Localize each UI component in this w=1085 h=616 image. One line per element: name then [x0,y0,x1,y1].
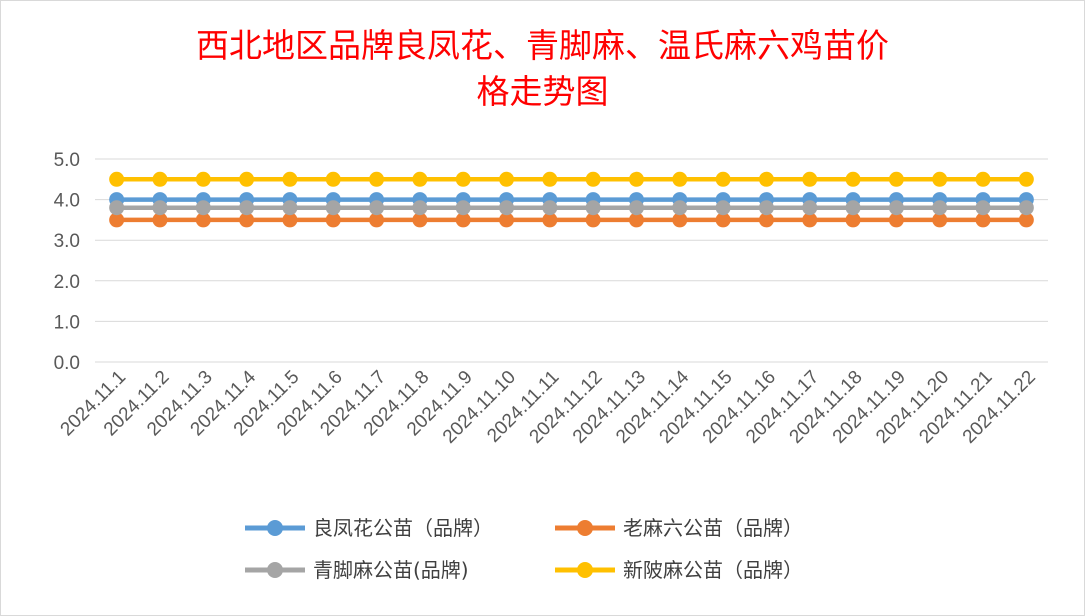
data-point [932,200,948,216]
data-point [758,200,774,216]
data-point [585,212,601,228]
data-point [412,171,428,187]
data-point [758,212,774,228]
data-point [325,200,341,216]
data-point [845,200,861,216]
data-point [152,212,168,228]
legend-entry: 青脚麻公苗(品牌) [245,558,469,582]
data-point [542,171,558,187]
data-point [152,171,168,187]
data-point [585,171,601,187]
data-point [109,171,125,187]
data-point [282,171,298,187]
data-point [1018,171,1034,187]
y-tick-label: 5.0 [54,150,80,171]
data-point [369,212,385,228]
data-point [499,171,515,187]
data-point [325,171,341,187]
series-2 [109,200,1034,216]
data-point [628,212,644,228]
data-point [109,212,125,228]
data-point [672,171,688,187]
y-tick-label: 1.0 [54,312,80,333]
data-point [672,212,688,228]
legend-marker [577,562,593,578]
legend-entry: 新陂麻公苗（品牌） [555,558,803,582]
data-point [802,212,818,228]
data-point [715,200,731,216]
data-point [628,171,644,187]
data-point [239,212,255,228]
data-point [975,200,991,216]
legend-label: 青脚麻公苗(品牌) [313,558,469,582]
data-point [672,200,688,216]
data-point [888,200,904,216]
data-point [542,200,558,216]
data-point [455,212,471,228]
data-point [715,171,731,187]
legend-marker [267,562,283,578]
data-point [802,200,818,216]
gridlines [95,158,1048,363]
data-point [455,171,471,187]
series-3 [109,171,1034,187]
data-point [1018,212,1034,228]
data-point [412,212,428,228]
data-point [888,212,904,228]
plot-area [109,171,1034,228]
data-point [195,212,211,228]
legend-entry: 老麻六公苗（品牌） [555,516,803,540]
data-point [282,200,298,216]
data-point [152,200,168,216]
series-1 [109,212,1034,228]
data-point [195,171,211,187]
y-tick-label: 0.0 [54,353,80,374]
data-point [845,171,861,187]
data-point [585,200,601,216]
data-point [369,171,385,187]
data-point [455,200,471,216]
data-point [499,212,515,228]
data-point [369,200,385,216]
data-point [325,212,341,228]
data-point [932,212,948,228]
data-point [239,200,255,216]
data-point [802,171,818,187]
legend-entry: 良凤花公苗（品牌） [245,516,493,540]
legend-marker [577,520,593,536]
legend-label: 良凤花公苗（品牌） [313,516,493,540]
chart-title-line2: 格走势图 [476,72,609,111]
data-point [628,200,644,216]
legend: 良凤花公苗（品牌） 老麻六公苗（品牌） 青脚麻公苗(品牌) 新陂麻公苗（品牌） [245,516,803,582]
data-point [412,200,428,216]
data-point [888,171,904,187]
data-point [499,200,515,216]
data-point [845,212,861,228]
data-point [542,212,558,228]
legend-marker [267,520,283,536]
y-axis: 0.0 1.0 2.0 3.0 4.0 5.0 [54,150,80,374]
x-axis: 2024.11.12024.11.22024.11.32024.11.42024… [57,366,1040,447]
legend-label: 老麻六公苗（品牌） [623,516,803,540]
data-point [758,171,774,187]
data-point [975,171,991,187]
y-tick-label: 4.0 [54,191,80,212]
data-point [109,200,125,216]
data-point [932,171,948,187]
data-point [1018,200,1034,216]
data-point [195,200,211,216]
legend-label: 新陂麻公苗（品牌） [623,558,803,582]
data-point [975,212,991,228]
y-tick-label: 2.0 [54,272,80,293]
data-point [282,212,298,228]
y-tick-label: 3.0 [54,231,80,252]
chart-title-line1: 西北地区品牌良凤花、青脚麻、温氏麻六鸡苗价 [196,26,889,65]
data-point [715,212,731,228]
data-point [239,171,255,187]
